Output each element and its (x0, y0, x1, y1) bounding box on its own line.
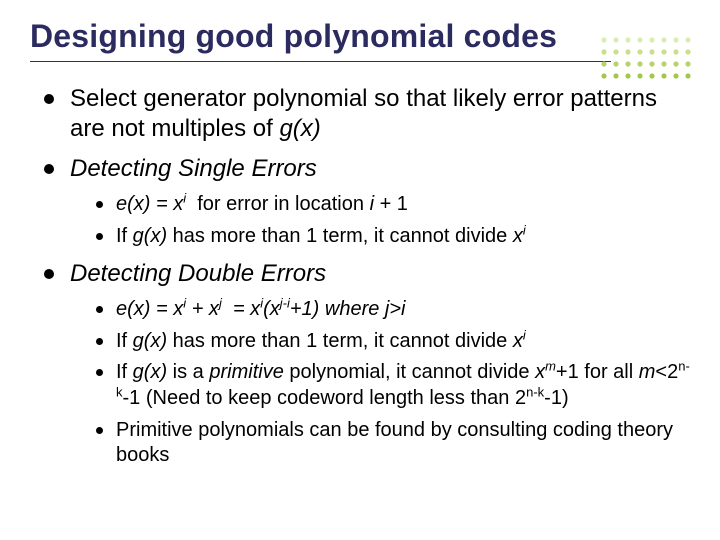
title-rule (30, 61, 611, 62)
list-item: Detecting Double Errors e(x) = xi + xj =… (40, 259, 690, 469)
list-item: Primitive polynomials can be found by co… (92, 418, 690, 469)
text-italic: g(x) (279, 115, 320, 142)
list-item: Detecting Single Errors e(x) = xi for er… (40, 154, 690, 249)
text-italic: Detecting Single Errors (70, 155, 317, 182)
list-item: If g(x) has more than 1 term, it cannot … (92, 224, 690, 250)
list-item: Select generator polynomial so that like… (40, 84, 690, 144)
sub-list: e(x) = xi + xj = xi(xj-i+1) where j>i If… (70, 297, 690, 469)
text: Select generator polynomial so that like… (70, 85, 657, 142)
text: If g(x) has more than 1 term, it cannot … (116, 330, 526, 352)
text: e(x) = xi + xj = xi(xj-i+1) where j>i (116, 298, 405, 320)
text: e(x) = xi for error in location i + 1 (116, 193, 408, 215)
list-item: If g(x) is a primitive polynomial, it ca… (92, 360, 690, 411)
sub-list: e(x) = xi for error in location i + 1 If… (70, 192, 690, 249)
list-item: e(x) = xi + xj = xi(xj-i+1) where j>i (92, 297, 690, 323)
text: If g(x) has more than 1 term, it cannot … (116, 225, 526, 247)
text: Primitive polynomials can be found by co… (116, 419, 673, 467)
list-item: e(x) = xi for error in location i + 1 (92, 192, 690, 218)
bullet-list: Select generator polynomial so that like… (30, 84, 690, 469)
page-title: Designing good polynomial codes (30, 18, 690, 55)
text: If g(x) is a primitive polynomial, it ca… (116, 361, 690, 409)
slide: Designing good polynomial codes Select g… (0, 0, 720, 540)
list-item: If g(x) has more than 1 term, it cannot … (92, 329, 690, 355)
text-italic: Detecting Double Errors (70, 260, 326, 287)
